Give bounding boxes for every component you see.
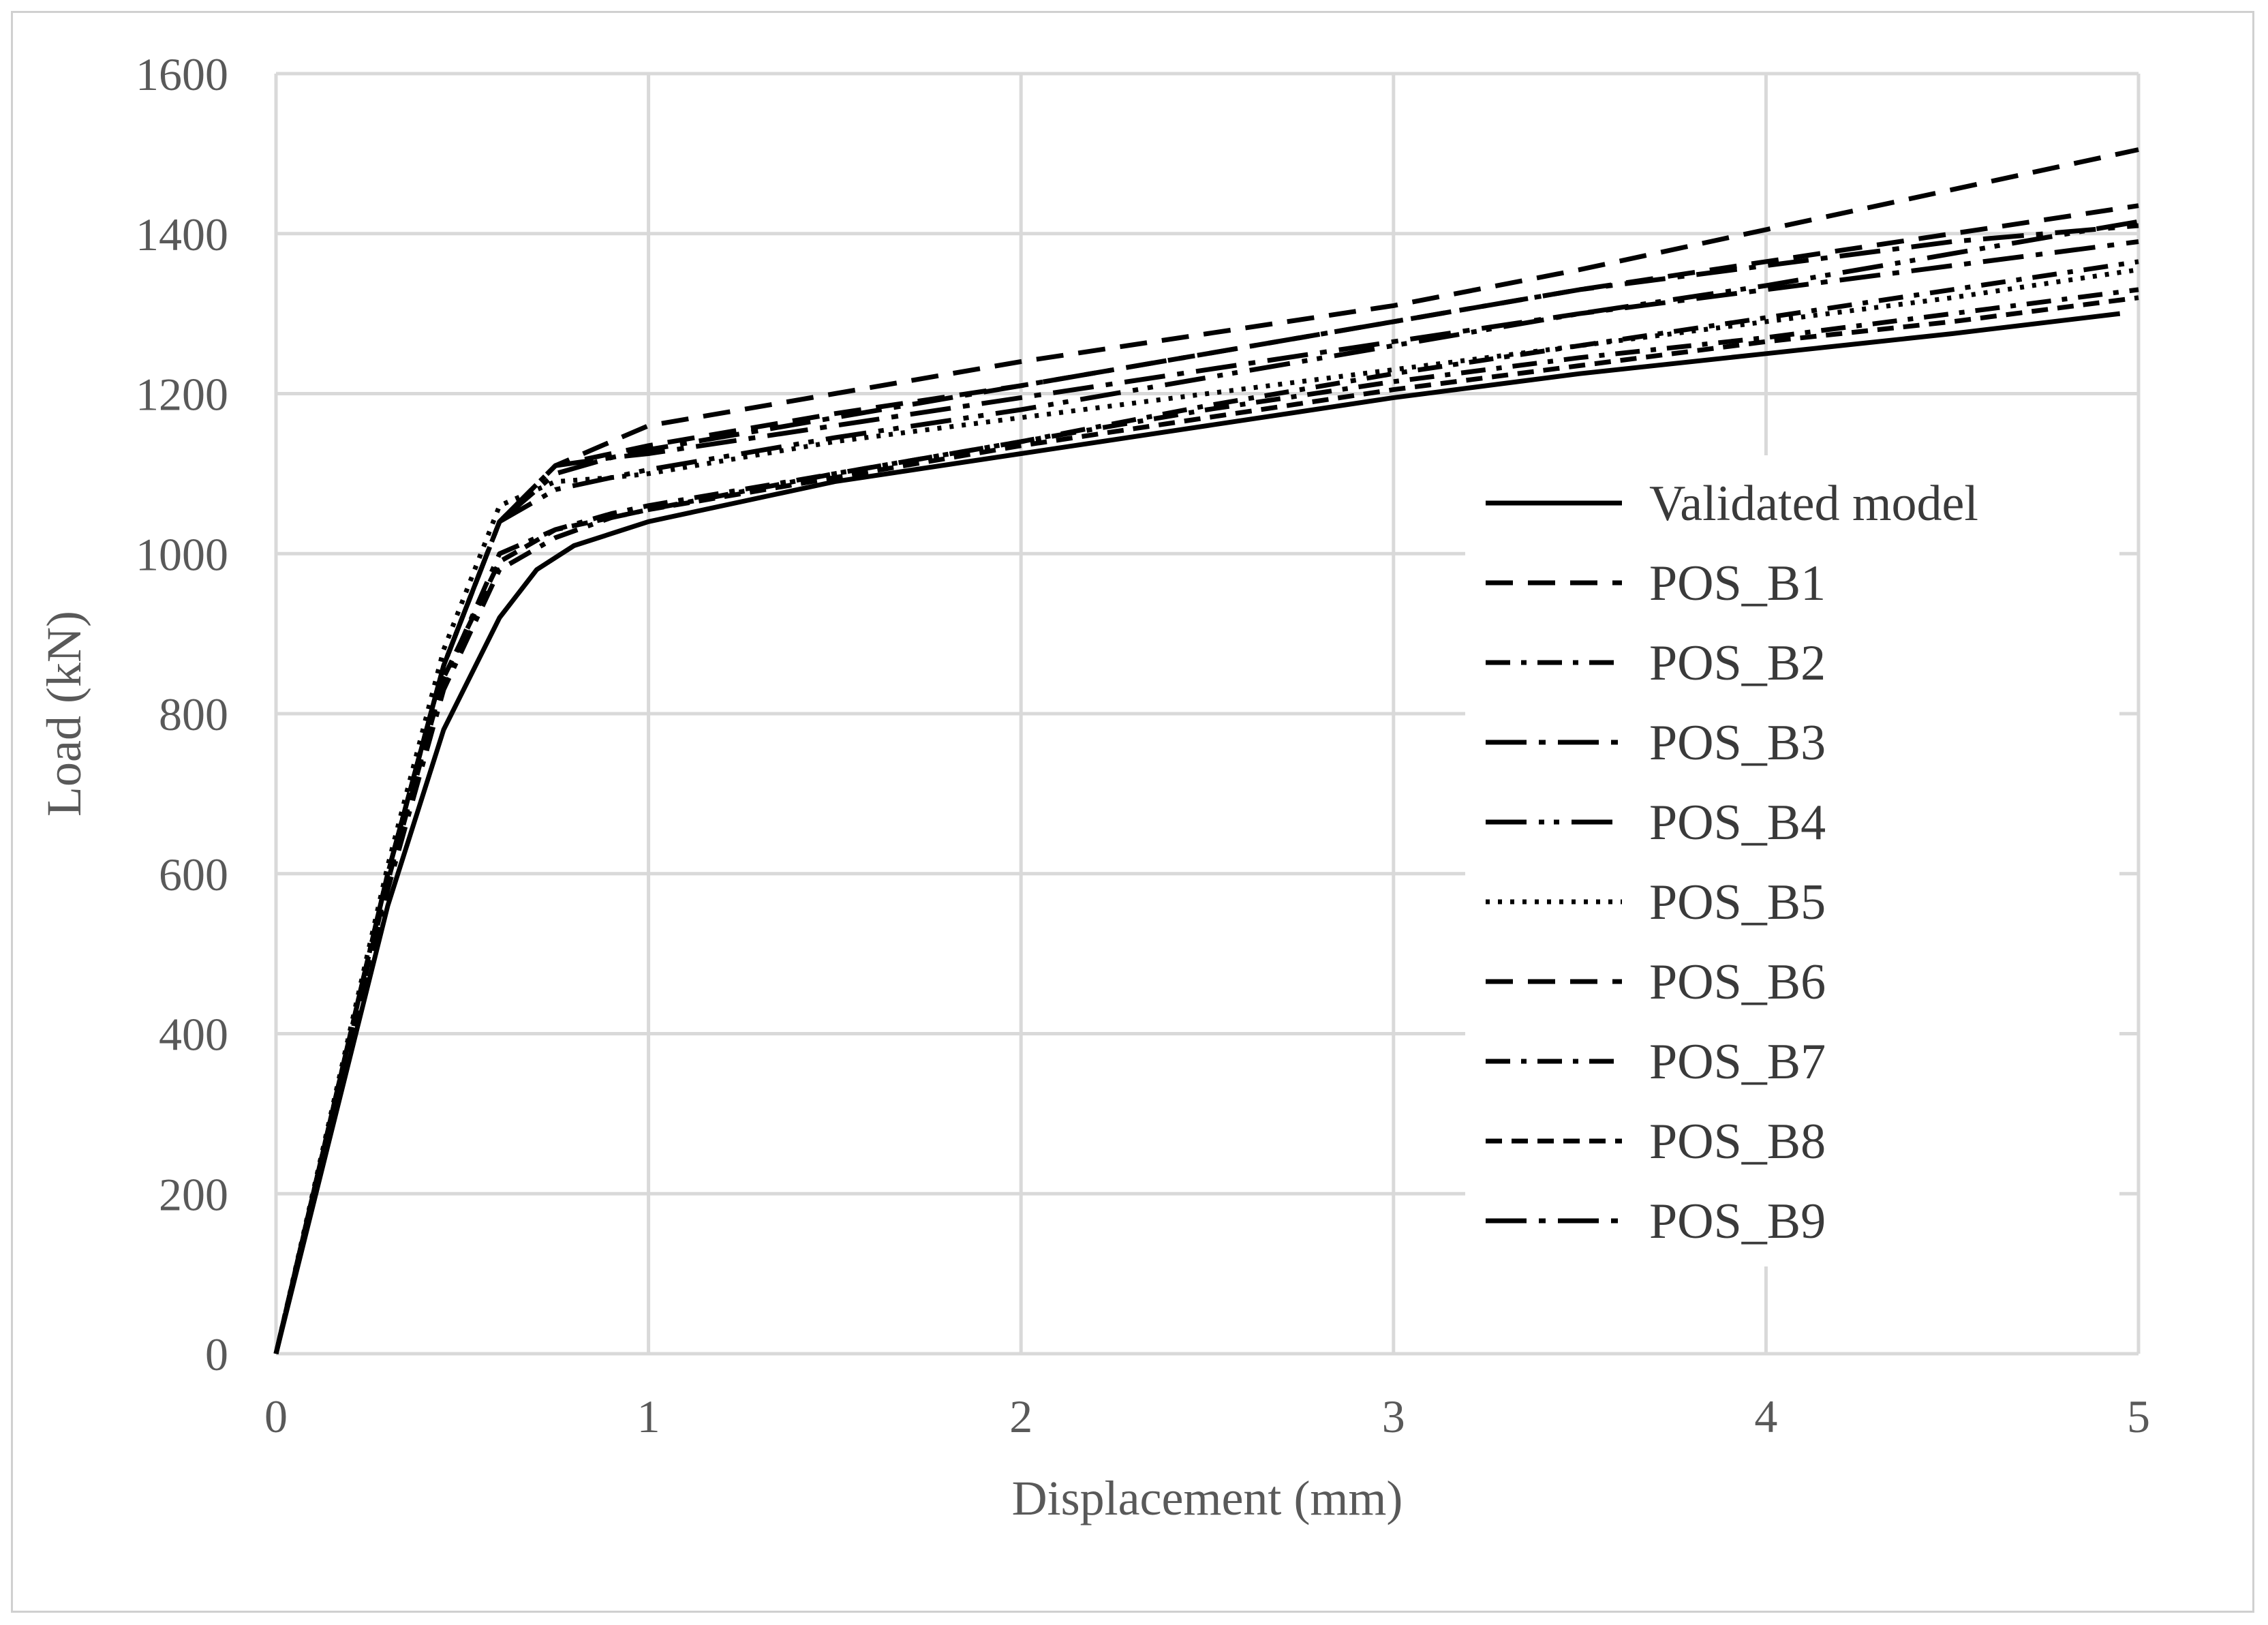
tick-labels: 0 1 2 3 4 5 0 200 400 600 800 1000 1200 1400 1600 (136, 48, 2150, 1442)
x-tick-label-2: 2 (1009, 1391, 1032, 1442)
y-tick-label-3: 600 (159, 849, 228, 900)
y-tick-label-1: 200 (159, 1168, 228, 1220)
x-tick-label-0: 0 (264, 1391, 288, 1442)
gridlines (274, 72, 2141, 1356)
legend-label-5: POS_B4 (1649, 795, 1826, 851)
y-axis-label: Load (kN) (37, 611, 91, 817)
legend-label-1: Validated model (1649, 476, 1978, 532)
series-lines (273, 147, 2139, 1354)
legend: Validated model POS_B1 POS_B2 POS_B3 POS_B4 P… (1486, 476, 1978, 1249)
legend-background (1465, 455, 2119, 1266)
legend-label-6: POS_B5 (1649, 875, 1826, 930)
y-tick-label-0: 0 (205, 1328, 228, 1380)
x-tick-label-4: 4 (1754, 1391, 1777, 1442)
legend-label-7: POS_B6 (1649, 954, 1826, 1010)
legend-label-2: POS_B1 (1649, 556, 1826, 611)
y-tick-label-5: 1000 (136, 528, 228, 580)
x-tick-label-5: 5 (2127, 1391, 2150, 1442)
x-axis-label: Displacement (mm) (1012, 1471, 1403, 1525)
y-tick-label-4: 800 (159, 688, 228, 740)
series-line-9 (273, 295, 2139, 1354)
legend-label-10: POS_B9 (1649, 1194, 1826, 1249)
y-tick-label-2: 400 (159, 1009, 228, 1061)
legend-label-9: POS_B8 (1649, 1114, 1826, 1170)
series-line-10 (273, 239, 2139, 1354)
legend-label-3: POS_B2 (1649, 635, 1826, 691)
series-line-5 (273, 219, 2139, 1354)
series-line-8 (273, 259, 2139, 1354)
y-tick-label-6: 1200 (136, 369, 228, 421)
legend-label-8: POS_B7 (1649, 1034, 1826, 1090)
y-tick-label-7: 1400 (136, 209, 228, 260)
x-tick-label-3: 3 (1382, 1391, 1405, 1442)
legend-label-4: POS_B3 (1649, 715, 1826, 771)
x-tick-label-1: 1 (637, 1391, 660, 1442)
y-tick-label-8: 1600 (136, 48, 228, 100)
series-line-1 (273, 311, 2121, 1354)
